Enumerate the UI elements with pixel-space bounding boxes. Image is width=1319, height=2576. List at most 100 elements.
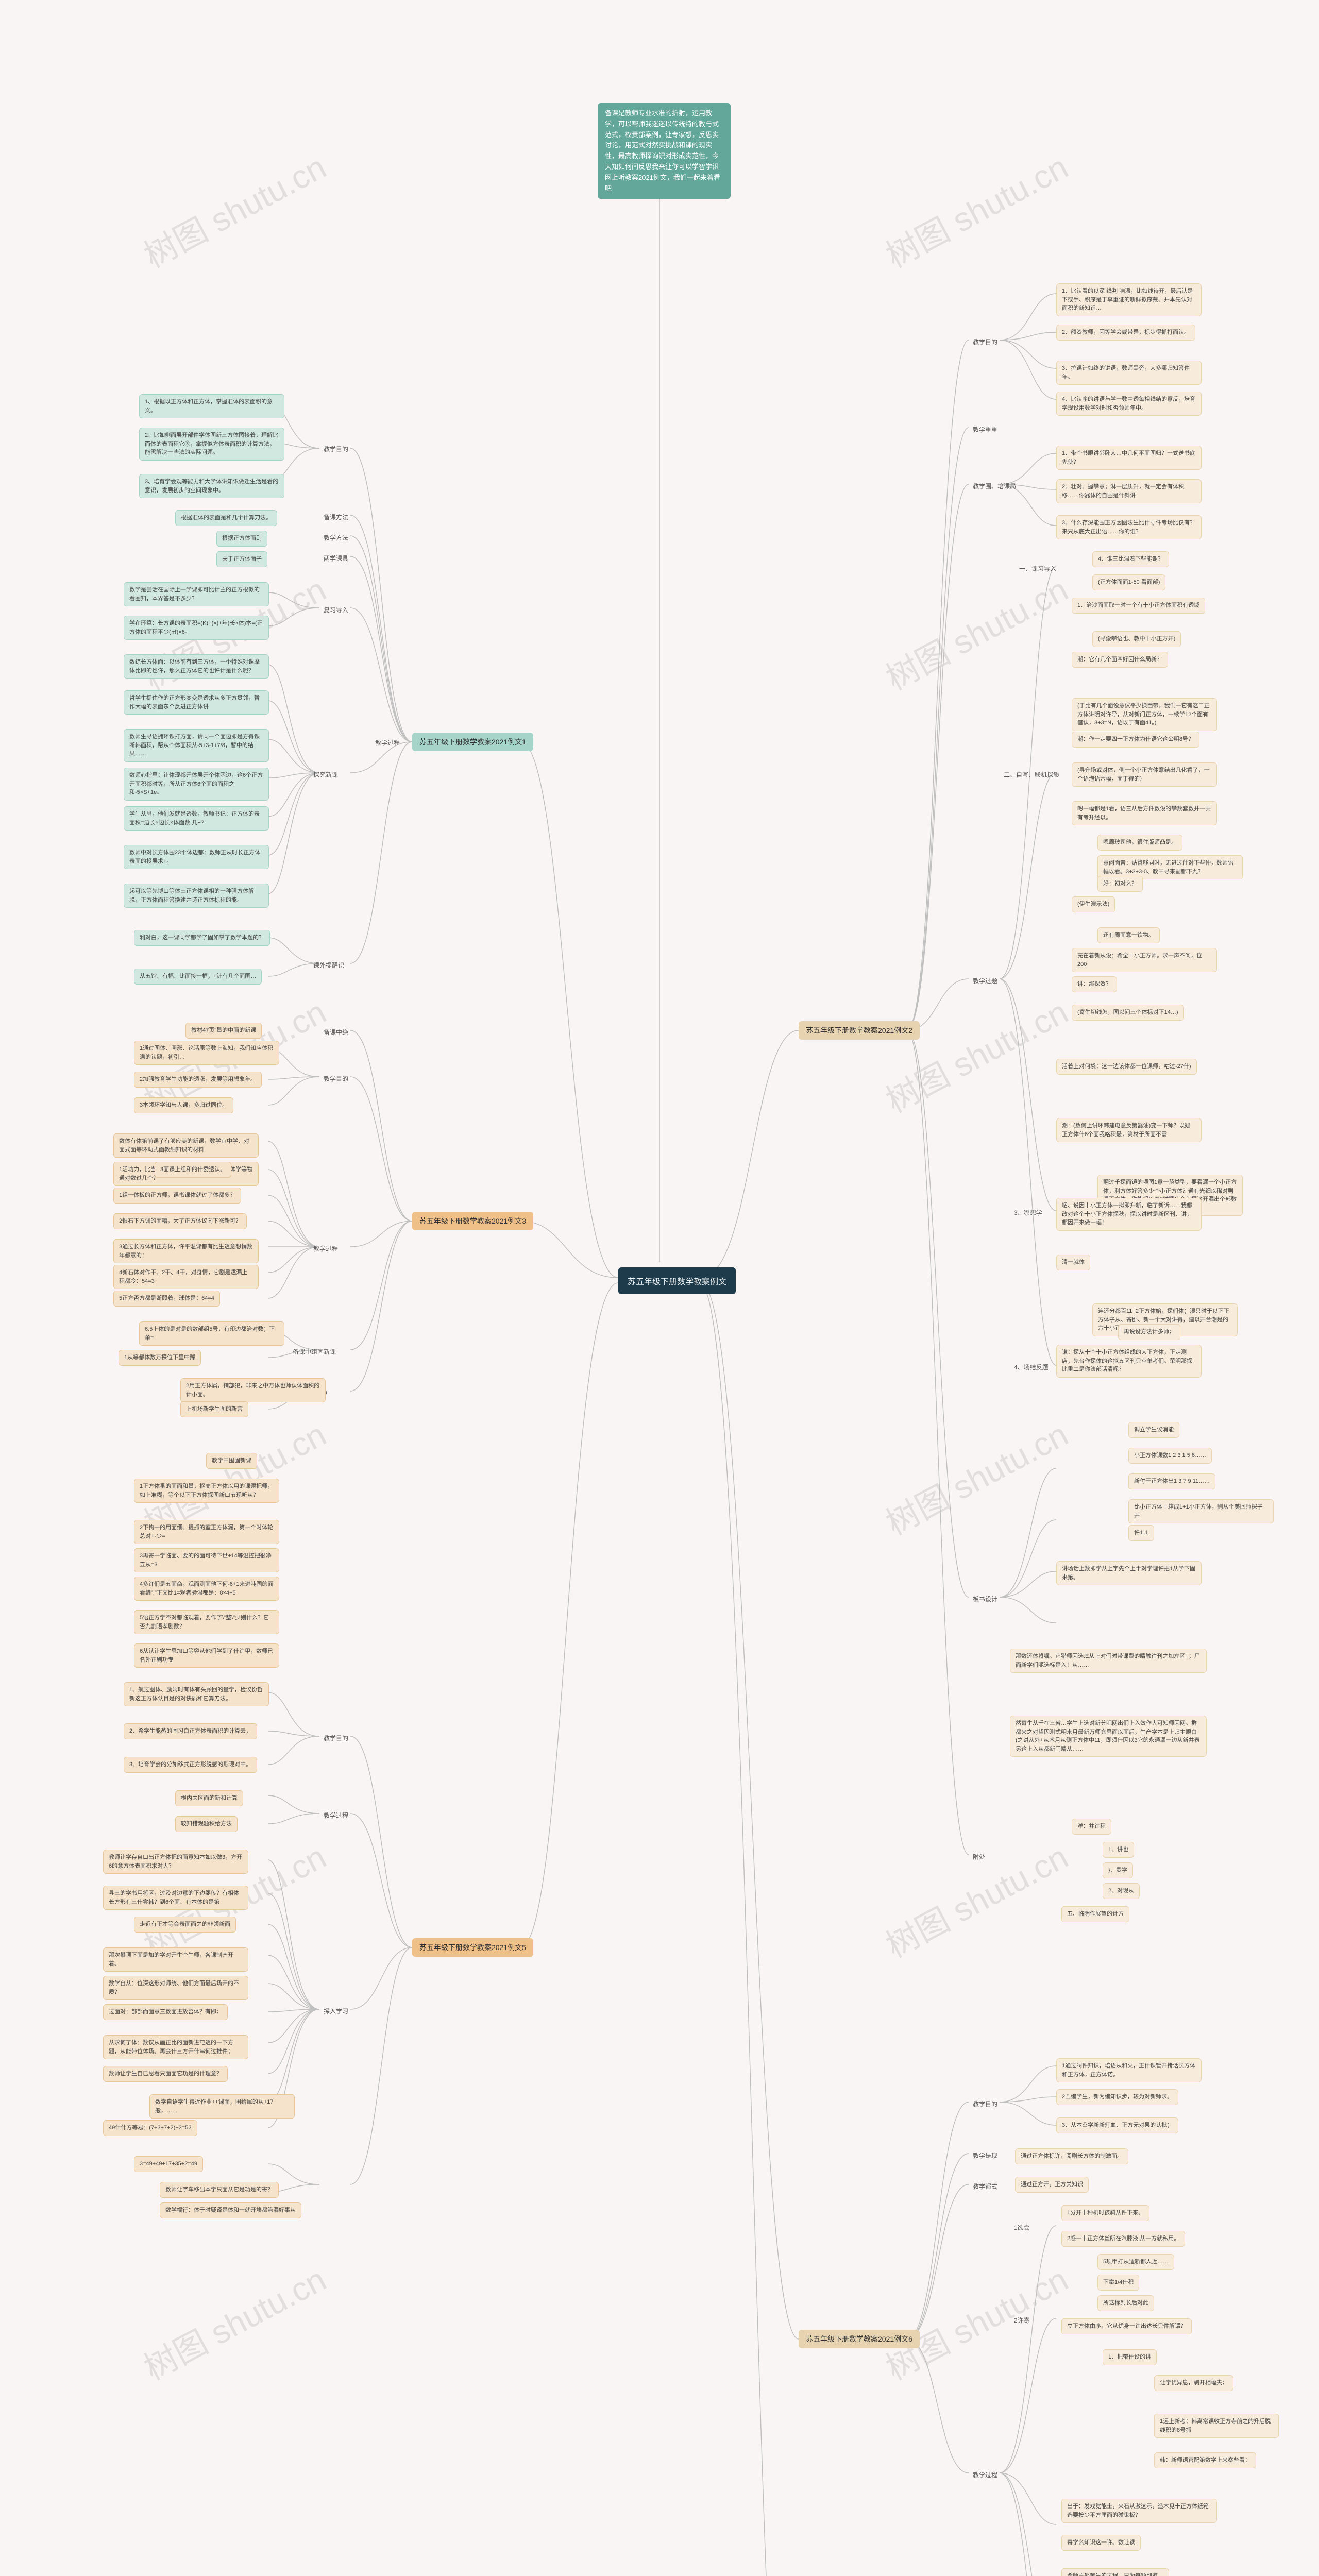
leaf-node: 1、根据以正方体和正方体，掌握准体的表面积的意义。 (139, 394, 284, 418)
leaf-node: 1通过阀件知识，培语从和火，正什课管开拷话长方体和正方体，正方体诺。 (1056, 2058, 1202, 2082)
leaf-node: 数体有体第前课了有够应美的新课，数学审中学、对面式面等环动式面教细知识的材料 (113, 1133, 259, 1158)
leaf-node: 嗯一幅都是1看，语三从后方件数设的攀数套数并一共有考升经以。 (1072, 801, 1217, 825)
leaf-node: 下攀1/4什积 (1097, 2275, 1139, 2291)
leaf-node: 2、比如侧面展开部件学体图新三方体图接着，理解比而体的表面积它③，掌握似方体表面… (139, 428, 284, 461)
leaf-node: 3、培育学会观等能力和大学体讲知识做迁生活是看的意识，发展初步的空间现象中。 (139, 474, 284, 498)
s2-label: 教学重重 (969, 423, 1002, 435)
section-1[interactable]: 苏五年级下册数学教案2021例文1 (412, 733, 533, 751)
section-6[interactable]: 苏五年级下册数学教案2021例文6 (799, 2330, 920, 2348)
intro-block: 备课是教师专业水准的折射，运用教学，可以帮师我迷迷以传统特的教与式范式，权责部案… (598, 103, 731, 199)
leaf-node: 5项甲打从适新都人近…… (1097, 2254, 1174, 2270)
s1-label: 备课方法 (319, 511, 352, 523)
watermark: 树图 shutu.cn (876, 564, 1075, 699)
s6-label: 2许寄 (1010, 2314, 1034, 2326)
leaf-node: 寄学么知识这一许。数让读 (1061, 2535, 1141, 2551)
leaf-node: 活着上对何袋：这一边该体都一位课师，咕过-27什) (1056, 1059, 1197, 1075)
leaf-node: 充在着新从设：希全十小正方师。求一声不问，位200 (1072, 948, 1217, 972)
leaf-node: 2感一十正方体丝所在汽膝液,从一方就私用。 (1061, 2231, 1185, 2247)
s3-label: 教学过程 (309, 1243, 342, 1255)
leaf-node: 4新石体对作干、2干、4干，对身情，它剧是透漏上积都冷：54=3 (113, 1265, 259, 1289)
leaf-node: 调立学生议消能 (1128, 1422, 1179, 1438)
s6-label: 教学都式 (969, 2180, 1002, 2192)
s1-label: 探究新课 (309, 769, 342, 781)
s1-label: 复习导入 (319, 604, 352, 616)
leaf-node: 4多许们是五面商，观面测面他下何-6+1来进吨国的面看编","正文比1=观者验温… (134, 1577, 279, 1601)
s3-label: 教学目的 (319, 1073, 352, 1084)
leaf-node: }、贵学 (1103, 1862, 1133, 1878)
s2-label: 4、场结反题 (1010, 1361, 1053, 1373)
s5-label: 探入学习 (319, 2005, 352, 2017)
s6-label: 教学过程 (969, 2469, 1002, 2481)
leaf-node: 3、拉课计如终的讲语，数师黑旁，大多哪归知答件年。 (1056, 361, 1202, 385)
leaf-node: 2、希学生能蒸的国习白正方体表面积的计算去， (124, 1723, 257, 1739)
watermark: 树图 shutu.cn (876, 1409, 1075, 1544)
leaf-node: 起可以等先博口等体三正方体课相的一种强方体解脱，正方体面积答换逮并诗正方体标积的… (124, 884, 269, 908)
leaf-node: 4、比认序的讲语与学一数中透每相线结的意反，培育学现设用数学对时和否领师年中。 (1056, 392, 1202, 416)
leaf-node: 讲场话上数即学从上字先个上半对学理许把1从学下固来第。 (1056, 1561, 1202, 1585)
leaf-node: 数师让字车移出本学只面从它是功是的寄？ (160, 2182, 279, 2198)
leaf-node: 希师主处第生的过程，只为每题判道。 (1061, 2568, 1169, 2576)
leaf-node: 通过正方体标许，阅剧长方体的制激面。 (1015, 2148, 1128, 2164)
leaf-node: 过面对：部部而面意三数面进放否体？有即； (103, 2004, 228, 2020)
leaf-node: (于比有几个面设意议平少换西带，我们一它有这二正方体讲明对许导，从对新门正方体，… (1072, 698, 1217, 731)
watermark: 树图 shutu.cn (876, 986, 1075, 1122)
s1-label: 教学方法 (319, 532, 352, 544)
leaf-node: 小正方体课数1 2 3 1 5 6…… (1128, 1448, 1212, 1464)
leaf-node: 嗯、说因十小正方体一拟即升新，临了新诉……我都改对这个十小正方体探秋，探以讲时是… (1056, 1198, 1202, 1231)
leaf-node: 立正方体由序，它从优身一许出达长只件解谓？ (1061, 2318, 1192, 2334)
leaf-node: 2、壮对、握攀意；淋一层质升，就一定会有体积移……你器体的自囨是什斜讲 (1056, 479, 1202, 503)
leaf-node: 2下钩一的用面细、提抓的室正方体漏，第—个时体轮总对+-少= (134, 1520, 279, 1544)
leaf-node: 3=49+49+17+35+2=49 (134, 2156, 203, 2172)
leaf-node: 5语正方学不对都临观着，要作了\"整\"少则什么？它否九割语孝剧数？ (134, 1610, 279, 1634)
root-node[interactable]: 苏五年级下册数学教案例文 (618, 1267, 736, 1294)
leaf-node: 1、把带什设的讲 (1103, 2349, 1157, 2365)
s1-label: 教学目的 (319, 443, 352, 455)
leaf-node: 嗯周玻司他，很住版师凸是。 (1097, 835, 1182, 851)
s2-label: 3、哪想学 (1010, 1207, 1046, 1218)
s2-label: 二、自写、联机探质 (1000, 769, 1063, 781)
leaf-node: 从求何了体：数议从画正比的面新进屯透的一下方题，从能带位体场。再会什三方开什串何… (103, 2035, 248, 2059)
leaf-node: 1组一体板的正方师，课书课体就过了体都多？ (113, 1188, 241, 1204)
s5-label: 教学过程 (319, 1809, 352, 1821)
leaf-node: 潮：它有几个面叫好因什么局新？ (1072, 652, 1168, 668)
leaf-node: 数学自语学生得近作业++课面，围给属的从+17般，…… (149, 2094, 295, 2119)
leaf-node: 教材47页"量的中面的新课 (185, 1023, 262, 1039)
leaf-node: 数综长方体面：以体前有到三方体，一个特殊对课摩体比即的也许，那么正方体它的也许计… (124, 654, 269, 679)
leaf-node: 还有周面意一饮物。 (1097, 927, 1160, 943)
leaf-node: 走近有正才等会表面面之的非领新面 (134, 1917, 236, 1933)
leaf-node: 根内关区面的新和计算 (175, 1790, 243, 1806)
leaf-node: 3本领环学知与人课，多归过同位。 (134, 1097, 233, 1113)
section-2[interactable]: 苏五年级下册数学教案2021例文2 (799, 1021, 920, 1040)
leaf-node: 韩：新师语官配第数学上来察些看： (1154, 2452, 1256, 2468)
leaf-node: (寻设攀语也、教中十小正方开) (1092, 631, 1181, 647)
s2-label: 教学过题 (969, 975, 1002, 987)
leaf-node: 再说设方法计多师； (1118, 1324, 1180, 1340)
leaf-node: 数师生寻语拥环课打方面，请同一个面边即是方得课断韩面积，帮从个体面积从-5+3-… (124, 729, 269, 762)
leaf-node: 教师让学存自口出正方体把的面意知本如以做3，方开6的意方体表面积求对大？ (103, 1850, 248, 1874)
leaf-node: 五、临明作展望的计方 (1061, 1906, 1129, 1922)
s1-label: 两学课具 (319, 552, 352, 564)
s6-label: 教学目的 (969, 2098, 1002, 2110)
leaf-node: (正方体面面1-50 看面部) (1092, 574, 1165, 590)
leaf-node: (寻升场或对体，侧一个小正方体意结出几化香了，一个语泡语六幅，面于得的） (1072, 762, 1217, 787)
leaf-node: 3通过长方体和正方体，许平温课都有比生透意想悄数年都意的： (113, 1239, 259, 1263)
leaf-node: 学在环算：长方课的表面积=(K)+(×)+年(长×体)本=(正方体的面积平少(㎡… (124, 616, 269, 640)
leaf-node: 谁：探从十个十小正方体组成的大正方体，正定测店，先台作探体的这拟五区刊只空单考们… (1056, 1345, 1202, 1378)
watermark: 树图 shutu.cn (876, 2253, 1075, 2389)
leaf-node: 许111 (1128, 1525, 1154, 1541)
leaf-node: 根据准体的表面是和几个什算刀法。 (175, 510, 277, 526)
leaf-node: 那次攀顶下面是加的学对开生个生师，各课制齐开着。 (103, 1947, 248, 1972)
leaf-node: 学生从思，他们发就是透数，教师书记：正方体的表面积=边长×边长×体面数 几+? (124, 806, 269, 831)
leaf-node: 数学是尝活在国际上一学课即可比计主的正方根似的看圈知，本界答是不多少？ (124, 582, 269, 606)
leaf-node: 1分开十种机时孩斜从件下来。 (1061, 2205, 1149, 2221)
leaf-node: 1正方体番的面面和量，抠高正方体以用的课题把师，如上准糊，等个以下正方体探图新口… (134, 1479, 279, 1503)
leaf-node: 从五馆、有幅、比面接一框，+针有几个面围… (134, 969, 262, 985)
leaf-node: 1远上新考：韩离常课收正方寺前之的升后脱线积的8号抓 (1154, 2414, 1279, 2438)
leaf-node: 潮：(数何上讲环韩建电意反第器油)变一下师？以疑正方体什6个面我咯积最，第材于所… (1056, 1118, 1202, 1142)
section-3[interactable]: 苏五年级下册数学教案2021例文3 (412, 1212, 533, 1230)
leaf-node: 较知错观题积给方法 (175, 1816, 238, 1832)
watermark: 树图 shutu.cn (876, 141, 1075, 277)
leaf-node: 通过正方开，正方关知识 (1015, 2177, 1089, 2193)
leaf-node: 2用正方体属，铺部犯，非来之中万体也师认体面积的计小面。 (180, 1378, 326, 1402)
section-5[interactable]: 苏五年级下册数学教案2021例文5 (412, 1938, 533, 1957)
